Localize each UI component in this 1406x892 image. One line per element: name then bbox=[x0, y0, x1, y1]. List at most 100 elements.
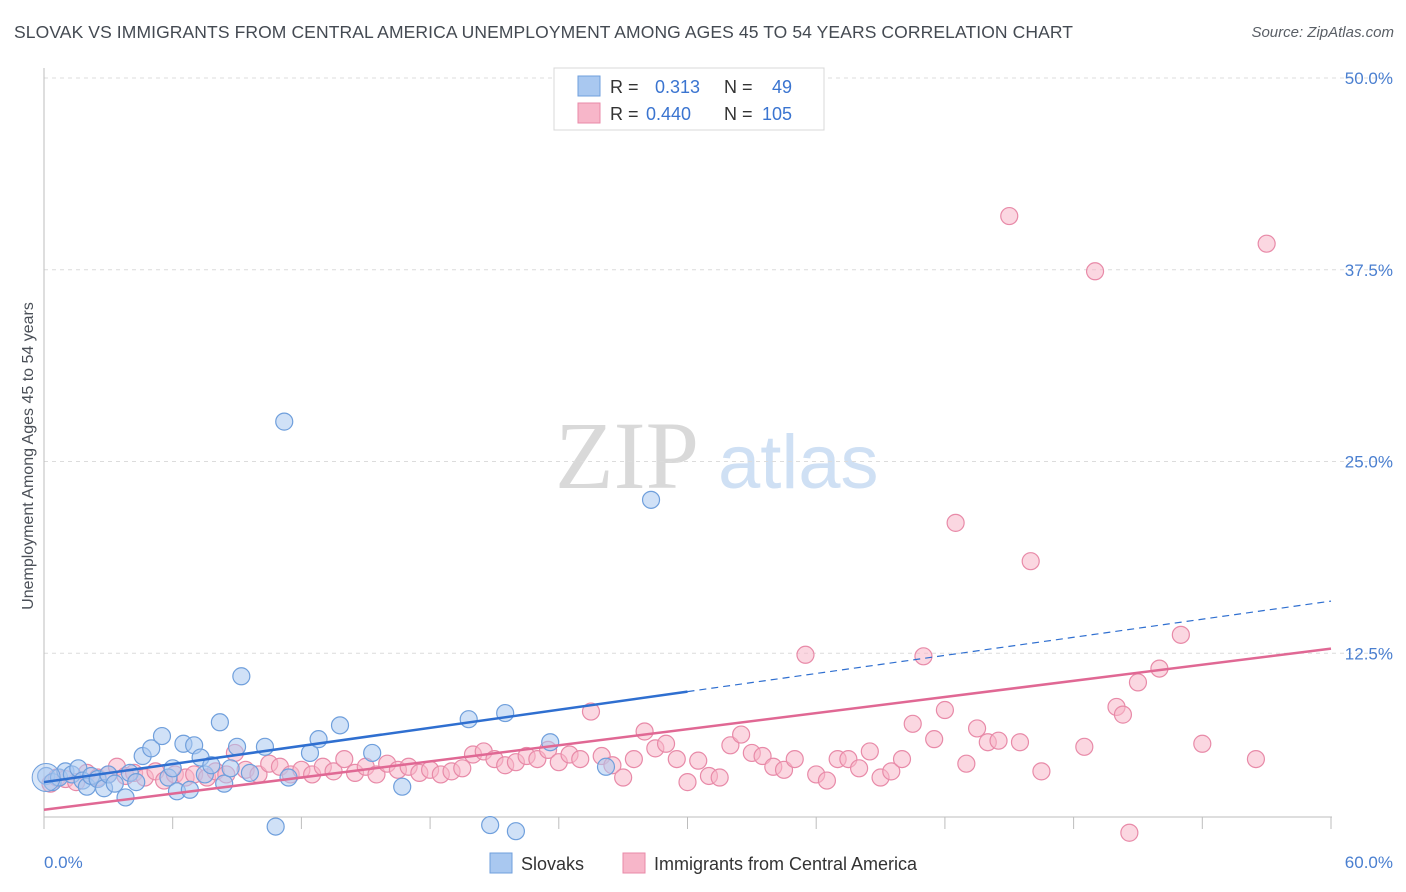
legend-swatch-slovaks bbox=[577, 75, 601, 97]
immigrants-point bbox=[1000, 206, 1019, 226]
legend-swatch-immigrants bbox=[577, 102, 601, 124]
immigrants-point bbox=[1113, 705, 1133, 724]
watermark-atlas: atlas bbox=[718, 420, 879, 505]
slovaks-point bbox=[641, 490, 661, 509]
trend-line-slovaks bbox=[43, 690, 688, 784]
source-label: Source: ZipAtlas.com bbox=[1251, 24, 1394, 41]
immigrants-point bbox=[753, 746, 772, 766]
immigrants-point bbox=[689, 751, 708, 770]
immigrants-point bbox=[732, 725, 751, 744]
x-tick-min: 0.0% bbox=[44, 853, 83, 872]
immigrants-point bbox=[367, 765, 386, 784]
slovaks-point bbox=[596, 757, 616, 776]
slovaks-point bbox=[127, 773, 146, 792]
immigrants-point bbox=[635, 722, 654, 741]
immigrants-point bbox=[774, 760, 794, 779]
immigrants-point bbox=[967, 719, 987, 738]
legend-n-value-immigrants: 105 bbox=[762, 104, 792, 124]
immigrants-point bbox=[656, 734, 676, 753]
slovaks-point bbox=[105, 774, 124, 793]
immigrants-point bbox=[796, 645, 815, 664]
immigrants-point bbox=[1010, 733, 1030, 752]
immigrants-point bbox=[581, 702, 601, 721]
legend-n-label-slovaks: N = bbox=[724, 77, 753, 97]
bottom-legend-swatch-immigrants bbox=[622, 852, 646, 874]
slovaks-point bbox=[31, 763, 61, 793]
immigrants-point bbox=[892, 749, 912, 769]
immigrants-point bbox=[1120, 823, 1139, 842]
trend-line-immigrants bbox=[43, 647, 1332, 811]
x-axis-ticks bbox=[43, 817, 1332, 829]
data-points bbox=[31, 206, 1276, 842]
slovaks-point bbox=[481, 815, 500, 835]
slovaks-point bbox=[232, 667, 251, 686]
slovaks-point bbox=[142, 739, 161, 758]
immigrants-point bbox=[849, 759, 869, 778]
immigrants-point bbox=[925, 730, 944, 749]
immigrants-point bbox=[882, 762, 901, 781]
immigrants-point bbox=[1021, 552, 1040, 571]
immigrants-point bbox=[667, 749, 686, 769]
legend-r-value-immigrants: 0.440 bbox=[646, 104, 691, 124]
legend-n-value-slovaks: 49 bbox=[772, 77, 792, 97]
slovaks-point bbox=[275, 412, 294, 431]
immigrants-point bbox=[1257, 234, 1276, 253]
slovaks-point bbox=[240, 763, 260, 783]
y-tick-label: 25.0% bbox=[1345, 453, 1393, 472]
immigrants-point bbox=[957, 754, 976, 773]
immigrants-point bbox=[624, 749, 643, 769]
y-tick-labels: 12.5% 25.0% 37.5% 50.0% bbox=[1345, 69, 1393, 663]
immigrants-point bbox=[678, 773, 697, 792]
slovaks-point bbox=[266, 817, 285, 836]
immigrants-point bbox=[785, 749, 804, 769]
immigrants-point bbox=[1085, 262, 1105, 281]
immigrants-point bbox=[903, 714, 922, 733]
bottom-legend-swatch-slovaks bbox=[489, 852, 513, 874]
immigrants-point bbox=[1246, 749, 1266, 769]
immigrants-point bbox=[914, 647, 933, 666]
gridlines bbox=[44, 77, 1393, 654]
immigrants-point bbox=[1193, 734, 1212, 753]
immigrants-point bbox=[1128, 673, 1148, 692]
immigrants-point bbox=[1171, 625, 1190, 644]
bottom-legend-label-slovaks: Slovaks bbox=[521, 854, 584, 874]
bottom-legend-label-immigrants: Immigrants from Central America bbox=[654, 854, 918, 874]
series-legend: Slovaks Immigrants from Central America bbox=[489, 852, 918, 874]
immigrants-point bbox=[1032, 762, 1051, 781]
immigrants-point bbox=[721, 736, 740, 755]
immigrants-point bbox=[453, 759, 472, 778]
legend-r-value-slovaks: 0.313 bbox=[655, 77, 700, 97]
immigrants-point bbox=[335, 749, 354, 769]
slovaks-point bbox=[152, 726, 172, 746]
immigrants-point bbox=[1075, 737, 1094, 756]
slovaks-point bbox=[227, 737, 247, 756]
legend-r-label-slovaks: R = bbox=[610, 77, 639, 97]
legend-r-label-immigrants: R = bbox=[610, 104, 639, 124]
slovaks-point bbox=[202, 756, 221, 775]
trend-lines bbox=[43, 600, 1332, 811]
immigrants-point bbox=[571, 749, 590, 769]
slovaks-point bbox=[116, 788, 135, 807]
y-tick-label: 50.0% bbox=[1345, 69, 1393, 88]
immigrants-point bbox=[710, 768, 729, 787]
immigrants-point bbox=[860, 742, 879, 761]
slovaks-point bbox=[210, 713, 229, 732]
immigrants-point bbox=[817, 771, 837, 790]
slovaks-point bbox=[459, 710, 478, 729]
slovaks-point bbox=[393, 777, 412, 796]
watermark-zip: ZIP bbox=[555, 402, 699, 509]
x-tick-max: 60.0% bbox=[1345, 853, 1393, 872]
y-axis-title: Unemployment Among Ages 45 to 54 years bbox=[20, 302, 37, 610]
y-tick-label: 12.5% bbox=[1345, 644, 1393, 663]
slovaks-point bbox=[215, 774, 234, 793]
y-tick-label: 37.5% bbox=[1345, 261, 1393, 280]
slovaks-point bbox=[221, 759, 240, 778]
trend-line-slovaks-extension bbox=[687, 600, 1332, 693]
immigrants-point bbox=[946, 513, 965, 532]
slovaks-point bbox=[506, 822, 526, 841]
legend-n-label-immigrants: N = bbox=[724, 104, 753, 124]
slovaks-point bbox=[363, 743, 382, 763]
stats-legend: R = 0.313 N = 49 R = 0.440 N = 105 bbox=[553, 67, 825, 131]
immigrants-point bbox=[614, 768, 633, 787]
